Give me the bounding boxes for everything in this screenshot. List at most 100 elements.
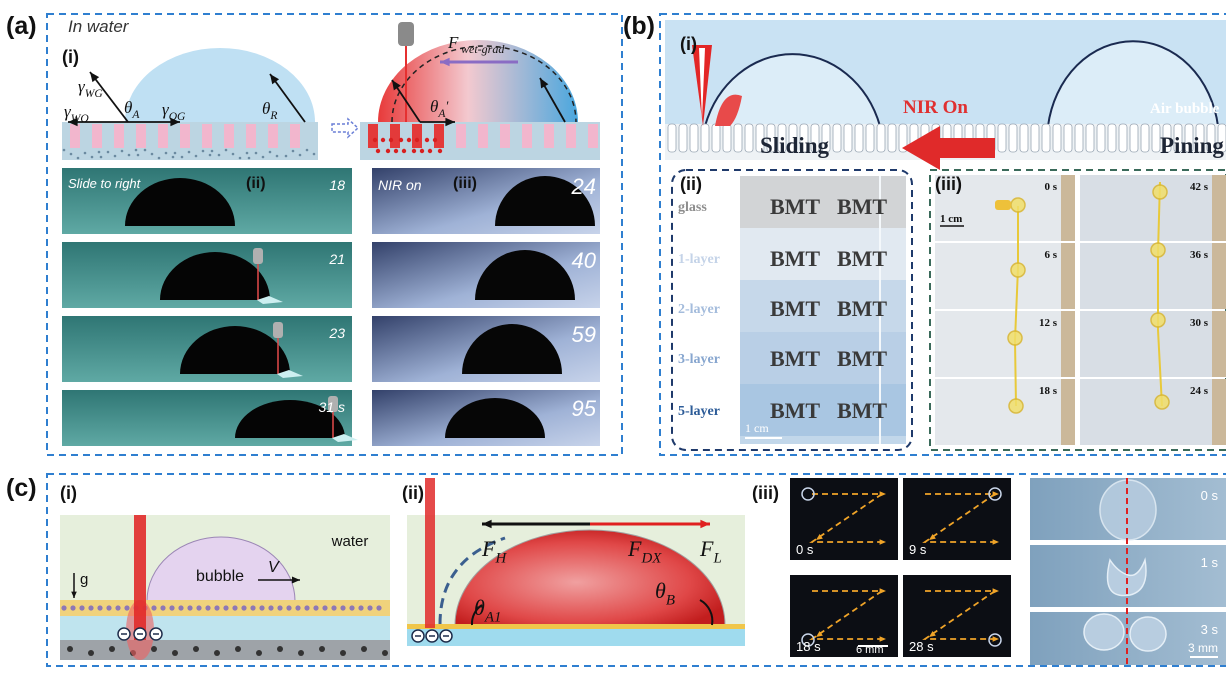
molecule — [331, 605, 337, 611]
particle — [275, 154, 279, 158]
particle — [187, 150, 191, 154]
heat-dot — [437, 148, 443, 154]
molecule — [358, 605, 364, 611]
micro-pillar — [1107, 123, 1117, 153]
pillar — [390, 124, 400, 148]
time-label: 18 — [329, 177, 345, 193]
droplet-photo — [445, 398, 545, 438]
pillar — [70, 124, 80, 148]
bubble-marker — [1150, 242, 1166, 258]
force-label: FH — [481, 536, 507, 567]
molecule — [106, 605, 112, 611]
symbol-base: γ — [64, 102, 72, 121]
micro-pillar — [865, 123, 875, 153]
particle — [254, 151, 258, 155]
force-arrow-head — [700, 519, 710, 529]
pillar — [522, 124, 532, 148]
particle — [97, 150, 101, 154]
printed-text: BMT — [770, 296, 820, 321]
time-label: 0 s — [796, 542, 814, 557]
laser-head — [253, 248, 263, 264]
particle — [164, 151, 168, 155]
particle — [277, 646, 283, 652]
particle — [298, 650, 304, 656]
particle — [217, 153, 221, 157]
printed-text: BMT — [837, 194, 887, 219]
micro-pillar — [898, 123, 908, 153]
particle — [382, 650, 388, 656]
particle — [291, 149, 295, 153]
molecule — [160, 605, 166, 611]
droplet-photo — [125, 178, 235, 226]
path-guide-head — [992, 588, 999, 594]
symbol-base: F — [627, 536, 642, 561]
heat-dot — [393, 148, 399, 154]
force-label: FDX — [627, 536, 662, 567]
force-arrow-head — [170, 117, 180, 127]
molecule — [286, 605, 292, 611]
molecule — [196, 605, 202, 611]
molecule — [79, 605, 85, 611]
time-label: 21 — [328, 251, 345, 267]
particle — [340, 650, 346, 656]
droplet — [125, 48, 315, 122]
heat-dot — [398, 137, 404, 143]
particle — [113, 154, 117, 158]
particle — [106, 150, 110, 154]
printed-text: BMT — [770, 346, 820, 371]
velocity-arrow-head — [292, 576, 300, 584]
symbol-subscript: OG — [169, 110, 186, 123]
force-arrow-head — [482, 519, 492, 529]
molecule — [223, 605, 229, 611]
droplet-photo — [160, 252, 270, 300]
molecule — [214, 605, 220, 611]
force-arrow — [89, 71, 129, 123]
subpanel-frame — [671, 169, 913, 451]
molecule — [124, 605, 130, 611]
particle — [172, 650, 178, 656]
particle — [235, 646, 241, 652]
symbol-subscript: R — [269, 109, 277, 122]
path-guide-head — [879, 636, 886, 642]
photo-edge — [1061, 311, 1075, 377]
symbol-subscript: wet-grad — [461, 42, 505, 56]
path-guide-head — [992, 636, 999, 642]
particle — [214, 650, 220, 656]
wake — [277, 370, 303, 378]
symbol-subscript: A — [131, 108, 140, 121]
micro-pillar — [788, 123, 798, 153]
symbol: γWG — [78, 77, 103, 100]
wake — [332, 434, 358, 442]
molecule — [232, 605, 238, 611]
subpanel-label: (i) — [680, 34, 697, 54]
row-label: 3-layer — [678, 352, 720, 367]
pillar — [368, 124, 378, 148]
symbol: θA′ — [430, 97, 449, 120]
printed-text: BMT — [837, 296, 887, 321]
symbol-base: θ — [430, 97, 438, 116]
heat-dot — [401, 148, 407, 154]
condition: In water — [68, 17, 130, 36]
path-guide — [809, 590, 885, 640]
path-guide-head — [816, 534, 823, 540]
symbol-base: γ — [162, 100, 170, 119]
micro-pillar — [1206, 123, 1216, 153]
symbol: γWO — [64, 102, 89, 125]
subpanel-label: (ii) — [402, 483, 424, 503]
micro-pillar — [744, 123, 754, 153]
micro-pillar — [722, 123, 732, 153]
pillar — [456, 124, 466, 148]
particle — [151, 646, 157, 652]
droplet-photo — [180, 326, 290, 374]
micro-pillar — [1030, 123, 1040, 153]
particle — [173, 151, 177, 155]
force-arrow-head — [445, 117, 455, 127]
symbol-subscript: L — [712, 551, 721, 567]
molecule — [169, 605, 175, 611]
bubble-photo — [988, 633, 1002, 647]
layer — [407, 624, 745, 629]
pillar — [412, 124, 422, 148]
micro-pillar — [876, 123, 886, 153]
panel-a-frame — [46, 13, 623, 456]
micro-pillar — [1162, 123, 1172, 153]
